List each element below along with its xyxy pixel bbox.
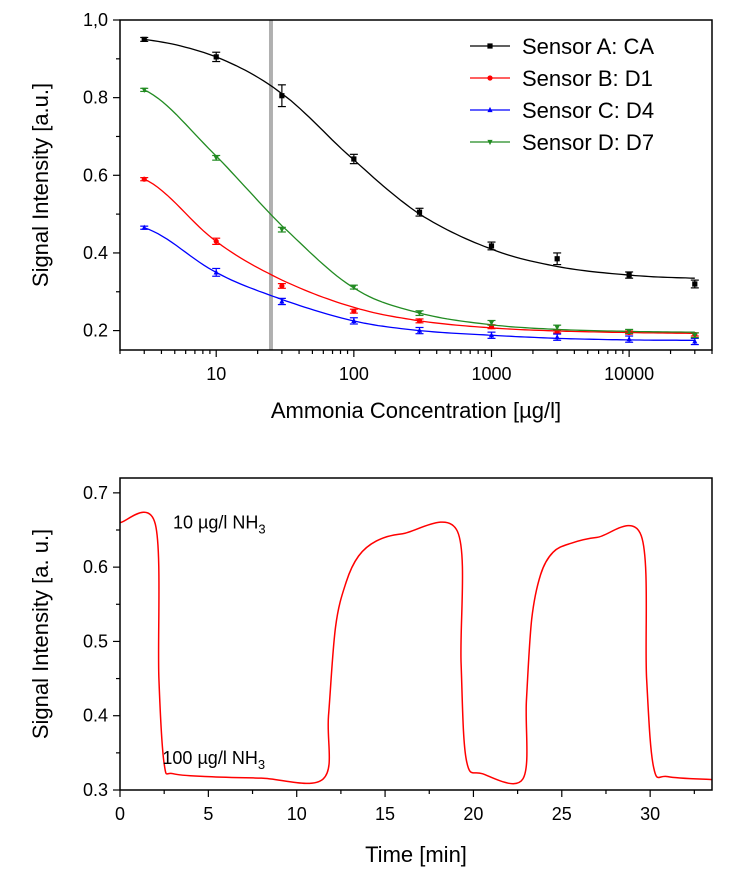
data-point [626, 329, 632, 335]
x-tick-label: 0 [115, 804, 125, 824]
annotation-label: 100 µg/l NH3 [162, 748, 265, 772]
y-tick-label: 0.7 [83, 483, 108, 503]
data-point [554, 256, 560, 262]
legend-label: Sensor A: CA [522, 34, 654, 59]
x-tick-label: 30 [640, 804, 660, 824]
x-tick-label: 15 [375, 804, 395, 824]
data-points [140, 36, 699, 346]
legend-marker [487, 139, 493, 146]
legend-marker [487, 43, 493, 49]
data-point [554, 334, 560, 340]
x-tick-label: 10 [206, 364, 226, 384]
data-point [626, 272, 632, 278]
y-tick-label: 0.4 [83, 706, 108, 726]
data-point [279, 298, 285, 304]
x-tick-label: 100 [339, 364, 369, 384]
data-point [488, 320, 495, 326]
legend-label: Sensor C: D4 [522, 98, 654, 123]
signal-line [119, 511, 713, 785]
y-tick-label: 0.4 [83, 243, 108, 263]
data-point [213, 54, 219, 60]
data-point [351, 285, 357, 291]
signal-trace [119, 511, 713, 785]
annotation-label: 10 µg/l NH3 [173, 513, 266, 537]
top-y-ticks: 0.2 0.4 0.6 0.8 1,0 [83, 10, 120, 341]
data-point [416, 318, 423, 324]
x-tick-label: 10000 [604, 364, 654, 384]
x-tick-label: 1000 [471, 364, 511, 384]
y-tick-label: 0.3 [83, 780, 108, 800]
data-point [626, 336, 632, 342]
bottom-plot-frame [119, 477, 713, 791]
data-point [279, 93, 285, 99]
bottom-y-axis-title: Signal Intensity [a. u.] [28, 529, 53, 739]
data-point [416, 311, 423, 317]
data-point [351, 156, 357, 162]
x-tick-label: 10 [287, 804, 307, 824]
top-y-axis-title: Signal Intensity [a.u.] [28, 83, 53, 287]
y-tick-label: 0.6 [83, 165, 108, 185]
y-tick-label: 0.5 [83, 631, 108, 651]
top-x-axis-title: Ammonia Concentration [µg/l] [271, 398, 561, 423]
data-point [141, 36, 147, 43]
legend-label: Sensor D: D7 [522, 130, 654, 155]
top-x-ticks: 10 100 1000 10000 [119, 350, 713, 384]
x-tick-label: 20 [463, 804, 483, 824]
bottom-x-axis-title: Time [min] [365, 842, 467, 867]
data-point [141, 224, 147, 230]
data-point [351, 317, 357, 323]
data-point [554, 325, 560, 331]
top-chart: 10 100 1000 10000 0.2 0.4 0.6 0.8 1,0 Ammonia C… [28, 10, 713, 423]
data-point [416, 209, 423, 215]
annotations: 10 µg/l NH3 100 µg/l NH3 [162, 513, 265, 772]
data-point [213, 269, 219, 275]
data-point [279, 227, 285, 233]
legend-marker [487, 106, 493, 113]
y-tick-label: 0.2 [83, 321, 108, 341]
data-point [279, 283, 285, 289]
data-point [141, 176, 147, 182]
y-tick-label: 1,0 [83, 10, 108, 30]
bottom-chart: 0 5 10 15 20 25 30 0.30.40.50.60.7 Time [min] … [28, 477, 713, 867]
legend-marker [487, 75, 493, 81]
data-point [141, 87, 147, 93]
x-tick-label: 25 [552, 804, 572, 824]
data-point [692, 281, 698, 287]
bottom-y-ticks: 0.3 0.4 0.5 0.6 0.7 [83, 483, 120, 800]
y-tick-label: 0.6 [83, 557, 108, 577]
data-point [213, 155, 219, 161]
fit-curve [143, 178, 695, 334]
legend: Sensor A: CA Sensor B: D1 Sensor C: D4 Sens… [470, 34, 654, 155]
data-point [416, 327, 423, 333]
data-point [692, 333, 698, 339]
x-tick-label: 5 [203, 804, 213, 824]
data-point [213, 238, 219, 244]
y-tick-label: 0.8 [83, 88, 108, 108]
bottom-x-ticks: 0 5 10 15 20 25 30 [115, 790, 695, 824]
legend-label: Sensor B: D1 [522, 66, 653, 91]
data-point [692, 338, 698, 344]
data-point [351, 308, 357, 314]
data-point [488, 243, 495, 249]
data-point [488, 332, 495, 338]
top-plot-frame [119, 19, 713, 351]
